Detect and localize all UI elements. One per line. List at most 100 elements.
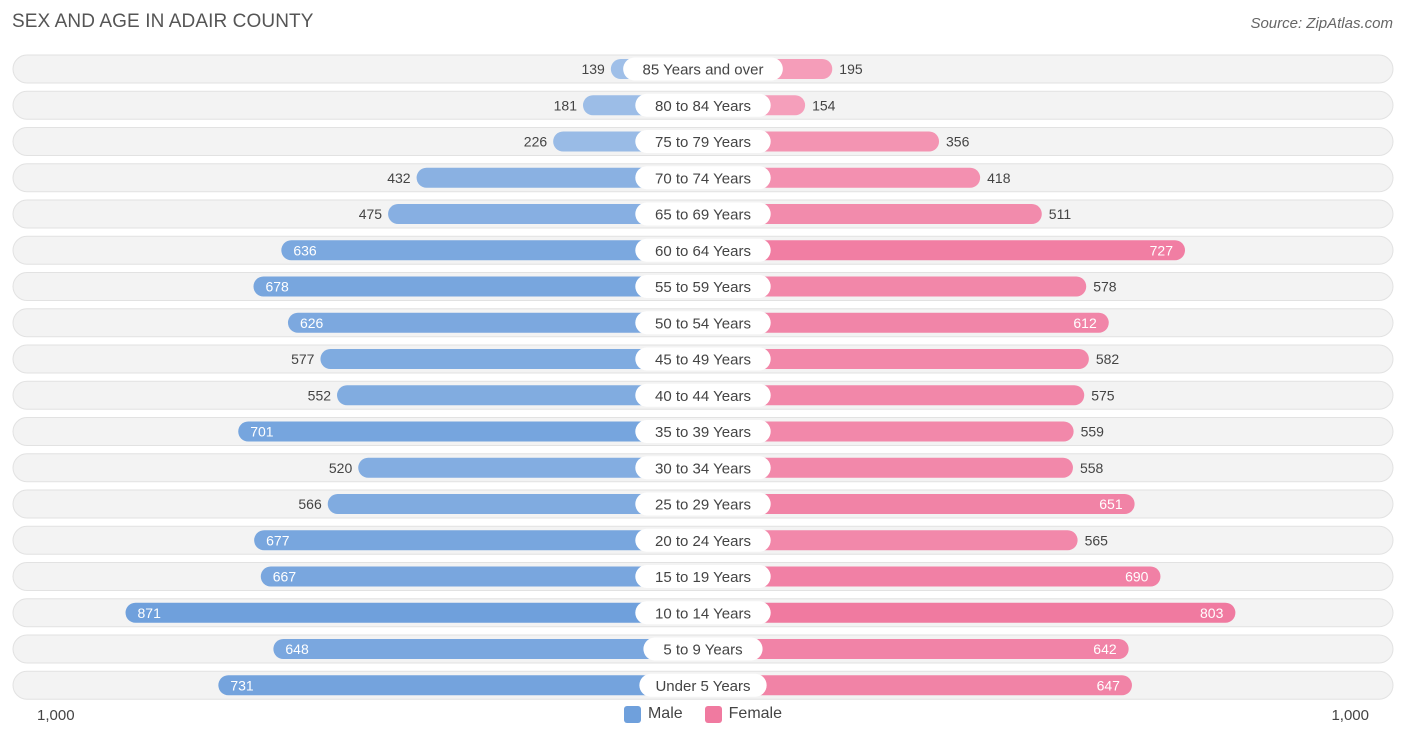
bar-female xyxy=(703,566,1161,587)
category-pill xyxy=(635,130,771,153)
value-label-male: 577 xyxy=(291,351,315,367)
row-2: 226 356 75 to 79 Years xyxy=(12,127,1394,156)
value-label-female: 578 xyxy=(1093,279,1117,295)
value-label-male: 181 xyxy=(554,97,578,113)
category-pill xyxy=(635,528,771,552)
row-7: 626 612 50 to 54 Years xyxy=(12,308,1394,338)
row-8: 577 582 45 to 49 Years xyxy=(12,344,1394,374)
bar-male xyxy=(416,167,703,188)
value-label-female: 803 xyxy=(1200,605,1224,621)
category-label: 60 to 64 Years xyxy=(655,243,751,260)
value-label-male: 432 xyxy=(387,170,411,186)
row-6: 678 578 55 to 59 Years xyxy=(12,272,1394,301)
row-0: 139 195 85 Years and over xyxy=(12,54,1394,84)
category-pill xyxy=(635,565,771,588)
legend-label-female: Female xyxy=(728,705,783,722)
value-label-male: 636 xyxy=(293,242,317,258)
category-label: 50 to 54 Years xyxy=(655,315,751,332)
legend-swatch-female xyxy=(704,705,722,723)
bar-male xyxy=(337,385,703,406)
value-label-male: 226 xyxy=(524,134,548,150)
value-label-male: 731 xyxy=(230,677,254,693)
chart-title: SEX AND AGE IN ADAIR COUNTY xyxy=(12,11,314,32)
category-pill xyxy=(635,420,771,443)
row-12: 566 651 25 to 29 Years xyxy=(12,489,1394,519)
bar-female xyxy=(703,276,1087,297)
category-label: 35 to 39 Years xyxy=(655,424,751,441)
row-1: 181 154 80 to 84 Years xyxy=(12,90,1394,120)
value-label-male: 475 xyxy=(359,206,383,222)
category-label: 30 to 34 Years xyxy=(655,460,751,477)
category-label: 55 to 59 Years xyxy=(655,279,751,296)
bar-female xyxy=(703,675,1132,696)
axis-label-left: 1,000 xyxy=(37,707,75,724)
value-label-male: 667 xyxy=(273,569,297,585)
bar-male xyxy=(320,349,703,369)
bar-male xyxy=(125,602,704,623)
legend-item-male: Male xyxy=(623,705,683,723)
value-label-male: 871 xyxy=(138,605,162,621)
bar-male xyxy=(388,204,703,224)
value-label-male: 139 xyxy=(581,61,605,77)
bar-female xyxy=(703,349,1089,369)
legend: Male Female xyxy=(0,705,1406,723)
value-label-female: 511 xyxy=(1049,206,1072,222)
value-label-female: 642 xyxy=(1093,641,1117,657)
category-label: 10 to 14 Years xyxy=(655,605,751,622)
bar-female xyxy=(703,421,1074,442)
value-label-female: 582 xyxy=(1096,351,1120,367)
value-label-female: 558 xyxy=(1080,460,1104,476)
bar-male xyxy=(218,675,704,696)
bar-female xyxy=(703,639,1129,659)
category-pill xyxy=(635,383,771,407)
value-label-male: 648 xyxy=(285,641,309,657)
value-label-female: 690 xyxy=(1125,569,1149,585)
category-pill xyxy=(635,238,771,262)
category-label: 25 to 29 Years xyxy=(655,497,751,514)
category-pill xyxy=(635,93,771,117)
bar-female xyxy=(703,240,1186,261)
legend-label-male: Male xyxy=(647,705,683,722)
bar-female xyxy=(703,167,981,188)
value-label-male: 701 xyxy=(250,424,274,440)
category-label: 15 to 19 Years xyxy=(655,569,751,586)
category-label: 5 to 9 Years xyxy=(663,642,742,659)
row-9: 552 575 40 to 44 Years xyxy=(12,380,1394,410)
bar-male xyxy=(238,421,703,442)
bar-male xyxy=(327,494,703,514)
value-label-male: 520 xyxy=(329,460,353,476)
category-pill xyxy=(635,275,771,298)
category-pill xyxy=(635,166,771,190)
axis-label-right: 1,000 xyxy=(1331,707,1369,724)
value-label-female: 575 xyxy=(1091,387,1115,403)
category-label: 80 to 84 Years xyxy=(655,98,751,115)
row-14: 667 690 15 to 19 Years xyxy=(12,562,1394,591)
value-label-female: 356 xyxy=(946,134,970,150)
row-16: 648 642 5 to 9 Years xyxy=(12,634,1394,664)
category-label: Under 5 Years xyxy=(655,678,750,695)
value-label-female: 559 xyxy=(1081,424,1105,440)
bar-female xyxy=(703,602,1236,623)
value-label-female: 612 xyxy=(1073,315,1097,331)
bar-male xyxy=(254,530,704,551)
value-label-female: 727 xyxy=(1150,242,1174,258)
row-4: 475 511 65 to 69 Years xyxy=(12,199,1394,229)
category-pill xyxy=(639,673,767,697)
row-15: 871 803 10 to 14 Years xyxy=(12,598,1394,628)
category-pill xyxy=(643,637,763,661)
category-label: 65 to 69 Years xyxy=(655,207,751,224)
category-label: 70 to 74 Years xyxy=(655,170,751,187)
legend-swatch-male xyxy=(623,705,641,723)
bar-female xyxy=(703,530,1078,551)
value-label-female: 647 xyxy=(1097,677,1121,693)
bar-male xyxy=(253,276,703,297)
source-label: Source: ZipAtlas.com xyxy=(1250,15,1393,32)
bar-male xyxy=(273,639,703,659)
category-label: 40 to 44 Years xyxy=(655,388,751,405)
row-3: 432 418 70 to 74 Years xyxy=(12,163,1394,193)
category-label: 75 to 79 Years xyxy=(655,134,751,151)
value-label-male: 678 xyxy=(265,279,289,295)
category-pill xyxy=(635,456,771,480)
bar-female xyxy=(703,385,1085,406)
value-label-male: 566 xyxy=(298,496,322,512)
